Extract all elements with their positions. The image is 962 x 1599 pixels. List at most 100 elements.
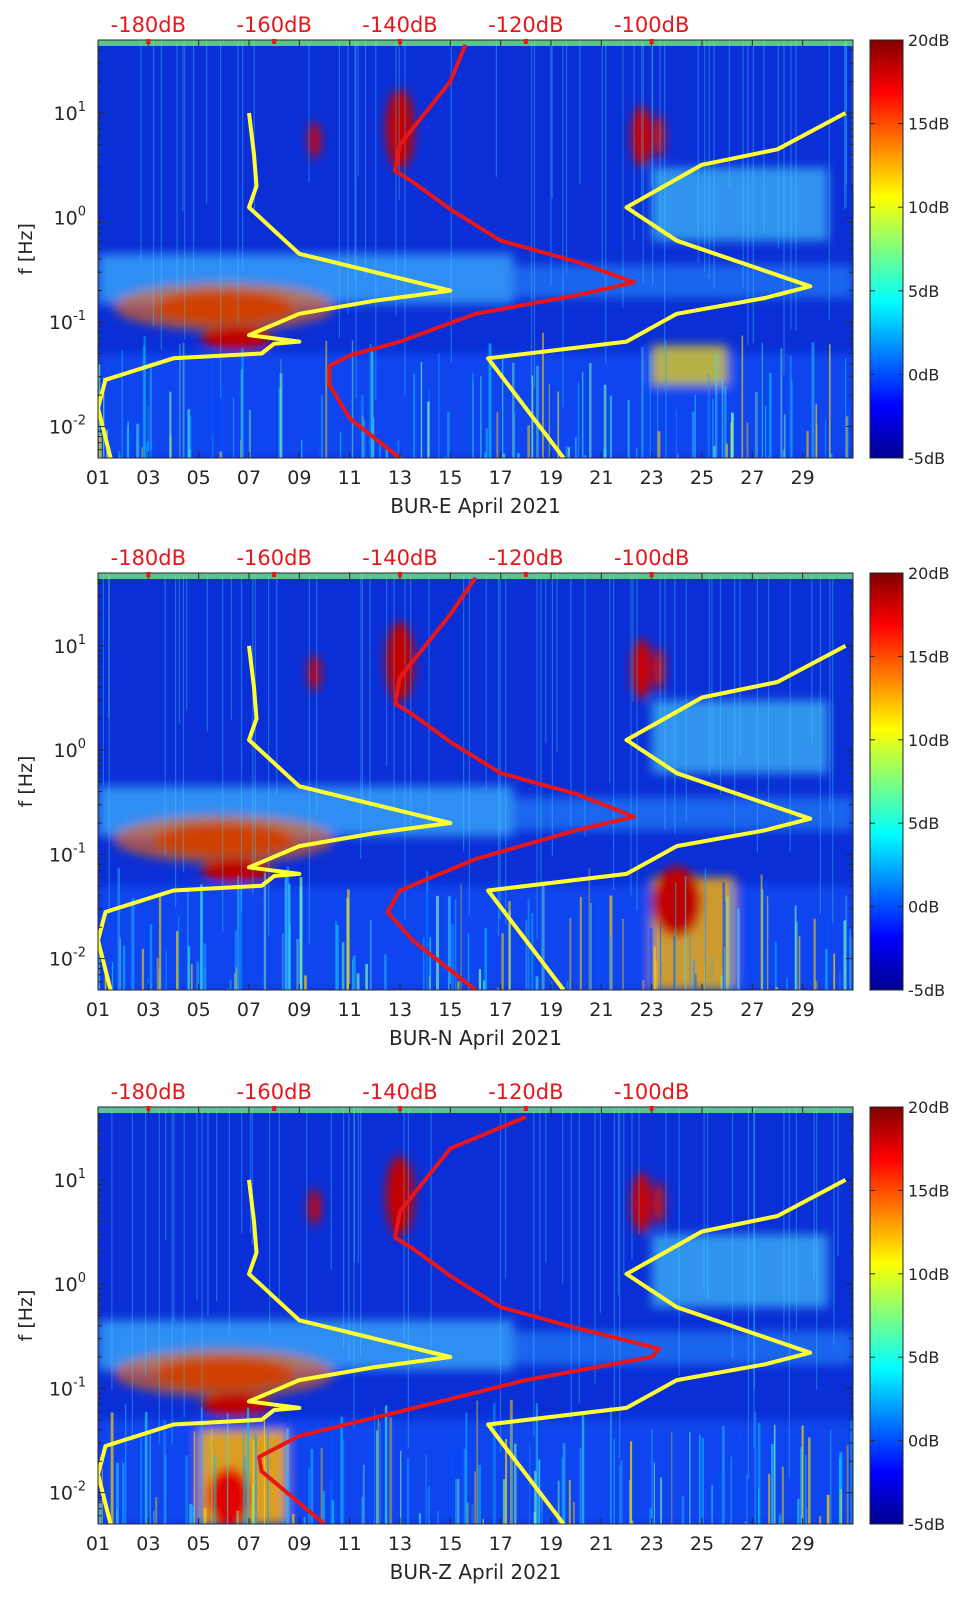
colorbar-label: 15dB xyxy=(908,1181,950,1200)
x-tick-label: 05 xyxy=(187,467,211,489)
x-tick-label: 07 xyxy=(237,999,261,1021)
colorbar xyxy=(869,1106,904,1525)
x-tick-label: 07 xyxy=(237,1533,261,1555)
y-tick-label: 10-2 xyxy=(49,1480,86,1505)
spectrogram-area xyxy=(98,573,853,990)
red-psd-curve-2 xyxy=(385,576,637,990)
yellow-noise-model-curve-1 xyxy=(486,1178,847,1524)
x-tick-label: 05 xyxy=(187,999,211,1021)
x-axis-label: BUR-N April 2021 xyxy=(389,1026,562,1050)
yellow-noise-model-curve-1 xyxy=(486,111,847,458)
top-db-tick xyxy=(649,39,654,44)
x-tick-label: 13 xyxy=(388,467,412,489)
y-tick-label: 10-1 xyxy=(49,309,86,334)
x-tick-label: 09 xyxy=(287,999,311,1021)
x-tick-label: 09 xyxy=(287,467,311,489)
top-db-axis-label: -100dB xyxy=(614,546,689,570)
y-axis-label: f [Hz] xyxy=(15,223,37,275)
x-tick-label: 15 xyxy=(438,1533,462,1555)
y-tick-label: 100 xyxy=(54,205,86,230)
top-db-tick xyxy=(523,39,528,44)
x-tick-label: 21 xyxy=(589,999,613,1021)
x-tick-label: 01 xyxy=(86,999,110,1021)
colorbar-label: 15dB xyxy=(908,115,950,134)
y-tick-label: 10-2 xyxy=(49,414,86,439)
top-db-tick xyxy=(146,572,151,577)
top-db-tick xyxy=(398,572,402,577)
x-tick-label: 25 xyxy=(690,1533,714,1555)
red-psd-curve-2 xyxy=(327,44,637,458)
x-tick-label: 03 xyxy=(136,1533,160,1555)
x-tick-label: 11 xyxy=(338,1533,362,1555)
x-tick-label: 03 xyxy=(136,467,160,489)
x-axis-label: BUR-Z April 2021 xyxy=(390,1560,562,1584)
y-tick-label: 10-2 xyxy=(49,946,86,971)
colorbar xyxy=(869,572,904,991)
top-db-tick xyxy=(272,1106,277,1111)
top-db-axis-label: -100dB xyxy=(614,13,689,37)
colorbar-label: -5dB xyxy=(908,449,945,468)
top-db-axis-label: -160dB xyxy=(236,1080,311,1104)
top-db-tick xyxy=(272,572,277,577)
y-tick-label: 10-1 xyxy=(49,841,86,866)
top-db-axis-label: -120dB xyxy=(488,1080,563,1104)
colorbar-label: 20dB xyxy=(908,31,950,50)
colorbar-label: 5dB xyxy=(908,814,939,833)
top-db-axis-label: -180dB xyxy=(111,13,186,37)
spectrogram-texture xyxy=(98,1156,853,1524)
colorbar-label: 10dB xyxy=(908,198,950,217)
x-tick-label: 13 xyxy=(388,999,412,1021)
y-tick-label: 10-1 xyxy=(49,1375,86,1400)
top-db-axis-label: -100dB xyxy=(614,1080,689,1104)
top-db-axis-label: -120dB xyxy=(488,546,563,570)
top-db-tick xyxy=(523,1106,528,1111)
colorbar-label: 5dB xyxy=(908,282,939,301)
x-tick-label: 15 xyxy=(438,467,462,489)
x-tick-label: 13 xyxy=(388,1533,412,1555)
y-tick-label: 101 xyxy=(54,100,86,125)
y-tick-label: 101 xyxy=(54,1167,86,1192)
colorbar xyxy=(869,39,904,459)
top-db-axis-label: -180dB xyxy=(111,1080,186,1104)
x-tick-label: 29 xyxy=(791,999,815,1021)
colorbar-label: 10dB xyxy=(908,731,950,750)
x-tick-label: 01 xyxy=(86,1533,110,1555)
top-db-tick xyxy=(398,1106,402,1111)
colorbar-label: 20dB xyxy=(908,564,950,583)
spectrogram-texture xyxy=(98,622,853,990)
x-tick-label: 27 xyxy=(740,467,764,489)
colorbar-label: -5dB xyxy=(908,981,945,1000)
x-tick-label: 17 xyxy=(489,467,513,489)
yellow-noise-model-curve-0 xyxy=(98,645,453,990)
x-tick-label: 27 xyxy=(740,1533,764,1555)
top-db-tick xyxy=(146,1106,151,1111)
spectrogram-streaks xyxy=(98,1107,853,1524)
yellow-noise-model-curve-0 xyxy=(98,112,453,458)
yellow-noise-model-curve-0 xyxy=(98,1179,453,1524)
top-db-tick xyxy=(146,39,151,44)
top-db-axis-label: -180dB xyxy=(111,546,186,570)
x-tick-label: 17 xyxy=(489,1533,513,1555)
y-tick-label: 100 xyxy=(54,737,86,762)
top-db-tick xyxy=(272,39,277,44)
x-tick-label: 03 xyxy=(136,999,160,1021)
x-tick-label: 23 xyxy=(640,467,664,489)
chart-panel-0: 01 03 05 07 09 11 13 15 17 19 21 23 25 27 29 BUR-E Apri… xyxy=(15,13,950,518)
x-axis-label: BUR-E April 2021 xyxy=(390,494,561,518)
spectrogram-streaks xyxy=(98,573,853,990)
colorbar-label: -5dB xyxy=(908,1515,945,1534)
yellow-noise-model-curve-1 xyxy=(486,644,847,990)
top-db-tick xyxy=(398,39,402,44)
x-tick-label: 23 xyxy=(640,1533,664,1555)
x-tick-label: 11 xyxy=(338,467,362,489)
x-tick-label: 19 xyxy=(539,467,563,489)
y-tick-label: 100 xyxy=(54,1271,86,1296)
x-tick-label: 25 xyxy=(690,467,714,489)
x-tick-label: 07 xyxy=(237,467,261,489)
top-db-tick xyxy=(649,572,654,577)
red-psd-curve-2 xyxy=(257,1115,662,1524)
top-db-tick xyxy=(649,1106,654,1111)
x-tick-label: 11 xyxy=(338,999,362,1021)
spectrogram-area xyxy=(98,1107,853,1524)
